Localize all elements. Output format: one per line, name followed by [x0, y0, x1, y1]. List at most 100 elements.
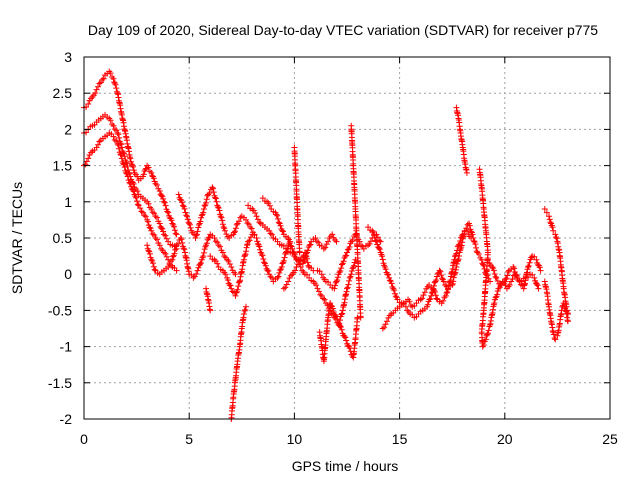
- data-point: [110, 122, 117, 129]
- data-point: [336, 269, 343, 276]
- data-point: [386, 277, 393, 284]
- data-point: [440, 297, 447, 304]
- data-point: [111, 126, 118, 133]
- data-point: [88, 95, 95, 102]
- data-point: [494, 291, 501, 298]
- data-point: [552, 231, 559, 238]
- data-point: [254, 216, 261, 223]
- data-point: [506, 282, 513, 289]
- data-point: [266, 202, 273, 209]
- data-point: [200, 249, 207, 256]
- data-point: [287, 242, 294, 249]
- data-point: [267, 273, 274, 280]
- data-point: [475, 250, 482, 257]
- data-point: [113, 127, 120, 134]
- data-point: [190, 274, 197, 281]
- data-point: [152, 213, 159, 220]
- data-point: [502, 276, 509, 283]
- data-point: [379, 256, 386, 263]
- data-point: [147, 225, 154, 232]
- data-point: [388, 280, 395, 287]
- x-axis-label: GPS time / hours: [292, 458, 399, 474]
- data-point: [142, 166, 149, 173]
- data-point: [322, 244, 329, 251]
- data-point: [541, 206, 548, 213]
- data-point: [256, 219, 263, 226]
- data-point: [438, 272, 445, 279]
- y-axis-label: SDTVAR / TECUs: [9, 182, 25, 294]
- data-point: [546, 216, 553, 223]
- data-point: [127, 180, 134, 187]
- data-point: [234, 286, 241, 293]
- data-point: [111, 79, 118, 86]
- data-point: [152, 180, 159, 187]
- data-point: [442, 292, 449, 299]
- data-point: [135, 202, 142, 209]
- data-point: [159, 225, 166, 232]
- data-point: [333, 238, 340, 245]
- data-point: [137, 205, 144, 212]
- data-point: [437, 268, 444, 275]
- data-point: [200, 209, 207, 216]
- data-point: [283, 281, 290, 288]
- data-point: [160, 195, 167, 202]
- data-point: [402, 303, 409, 310]
- data-point: [473, 244, 480, 251]
- data-point: [212, 194, 219, 201]
- data-point: [344, 285, 350, 292]
- data-point: [241, 307, 248, 314]
- data-point: [531, 274, 538, 281]
- data-point: [182, 209, 189, 216]
- data-point: [111, 137, 118, 144]
- data-point: [232, 292, 239, 299]
- data-point: [321, 296, 328, 303]
- data-point: [346, 243, 353, 250]
- data-point: [151, 231, 158, 238]
- data-point: [218, 214, 225, 221]
- series-track-s: [484, 256, 542, 292]
- data-point: [384, 271, 391, 278]
- data-point: [494, 277, 501, 284]
- data-point: [241, 252, 248, 259]
- data-point: [206, 190, 213, 197]
- data-point: [93, 86, 100, 93]
- data-point: [162, 202, 169, 209]
- data-point: [347, 348, 354, 355]
- data-point: [180, 245, 187, 252]
- data-point: [118, 155, 125, 162]
- data-point: [452, 252, 459, 259]
- data-point: [177, 235, 184, 241]
- data-point: [203, 240, 210, 247]
- data-point: [159, 193, 166, 200]
- data-point: [533, 256, 540, 263]
- data-point: [160, 228, 167, 235]
- data-point: [279, 227, 286, 234]
- data-point: [482, 336, 489, 343]
- data-point: [144, 242, 151, 249]
- data-point: [233, 289, 240, 296]
- y-tick-label: 0.5: [53, 230, 73, 246]
- data-point: [148, 169, 155, 176]
- data-point: [320, 245, 327, 252]
- data-point: [442, 282, 449, 289]
- data-point: [315, 288, 322, 295]
- data-point: [254, 240, 261, 247]
- data-point: [278, 263, 285, 270]
- data-point: [287, 272, 294, 279]
- data-point: [350, 264, 357, 271]
- data-point: [200, 253, 207, 260]
- data-point: [161, 199, 168, 206]
- series-track-r: [476, 166, 544, 350]
- data-point: [96, 80, 103, 87]
- data-point: [150, 260, 157, 267]
- data-point: [453, 250, 460, 257]
- data-point: [247, 224, 254, 231]
- data-point: [169, 220, 176, 227]
- data-point: [146, 250, 153, 257]
- x-tick-label: 15: [392, 431, 408, 447]
- data-point: [173, 242, 180, 249]
- data-point: [480, 261, 487, 268]
- data-point: [535, 285, 542, 292]
- data-point: [197, 261, 204, 268]
- y-tick-label: 1: [64, 194, 72, 210]
